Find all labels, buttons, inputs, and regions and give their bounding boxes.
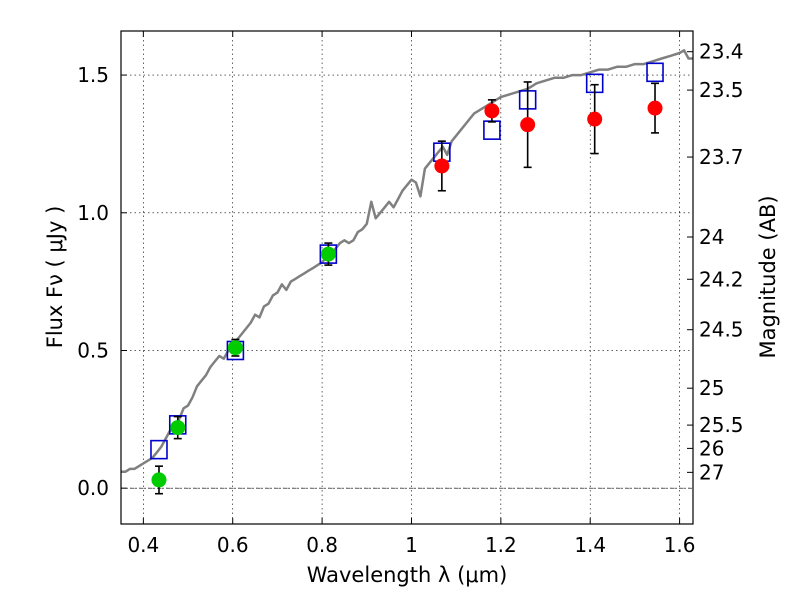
x-tick-label: 1.4 (574, 533, 606, 557)
y2-tick-label: 23.4 (699, 40, 744, 64)
observed_ir-point (587, 111, 603, 127)
y2-tick-label: 25 (699, 376, 724, 400)
observed_ir-point (520, 117, 536, 133)
markers-layer (150, 62, 664, 495)
model-photometry-square (646, 62, 664, 83)
y2-tick-label: 24.2 (699, 267, 744, 291)
observed_ir-point (484, 103, 500, 119)
y2-tick-label: 27 (699, 460, 724, 484)
model-spectrum-line (121, 49, 693, 473)
y2-axis-label: Magnitude (AB) (756, 195, 780, 358)
y2-tick-label: 26 (699, 436, 724, 460)
y2-tick-label: 24 (699, 225, 724, 249)
observed_optical-point (151, 472, 167, 488)
observed_optical-point (320, 246, 336, 262)
x-tick-label: 0.6 (217, 533, 249, 557)
x-tick-label: 0.8 (306, 533, 338, 557)
x-tick-label: 1 (405, 533, 418, 557)
y2-tick-label: 24.5 (699, 318, 744, 342)
observed_ir-point (647, 100, 663, 116)
x-axis-label: Wavelength λ (μm) (307, 563, 508, 587)
y-tick-label: 0.0 (77, 476, 109, 500)
x-tick-label: 1.2 (485, 533, 517, 557)
x-tick-label: 0.4 (127, 533, 159, 557)
y-tick-label: 1.0 (77, 201, 109, 225)
model-spectrum-layer (121, 49, 693, 473)
y-axis-label: Flux Fν ( μJy ) (43, 206, 67, 349)
plot-frame (120, 30, 694, 525)
observed_optical-point (170, 420, 186, 436)
y2-tick-label: 25.5 (699, 413, 744, 437)
ticks-layer: 0.4 0.6 0.8 1 1.2 1.4 1.6 0.0 0.5 1.0 1.5 23.4 23.5 2… (77, 31, 744, 557)
observed_ir-point (434, 158, 450, 174)
plot-background (121, 31, 693, 524)
y-tick-label: 1.5 (77, 63, 109, 87)
y2-tick-label: 23.5 (699, 78, 744, 102)
observed_optical-point (227, 340, 243, 356)
x-tick-label: 1.6 (664, 533, 696, 557)
model-photometry-square (150, 439, 168, 460)
y-tick-label: 0.5 (77, 338, 109, 362)
y2-tick-label: 23.7 (699, 145, 744, 169)
grid (121, 31, 693, 524)
